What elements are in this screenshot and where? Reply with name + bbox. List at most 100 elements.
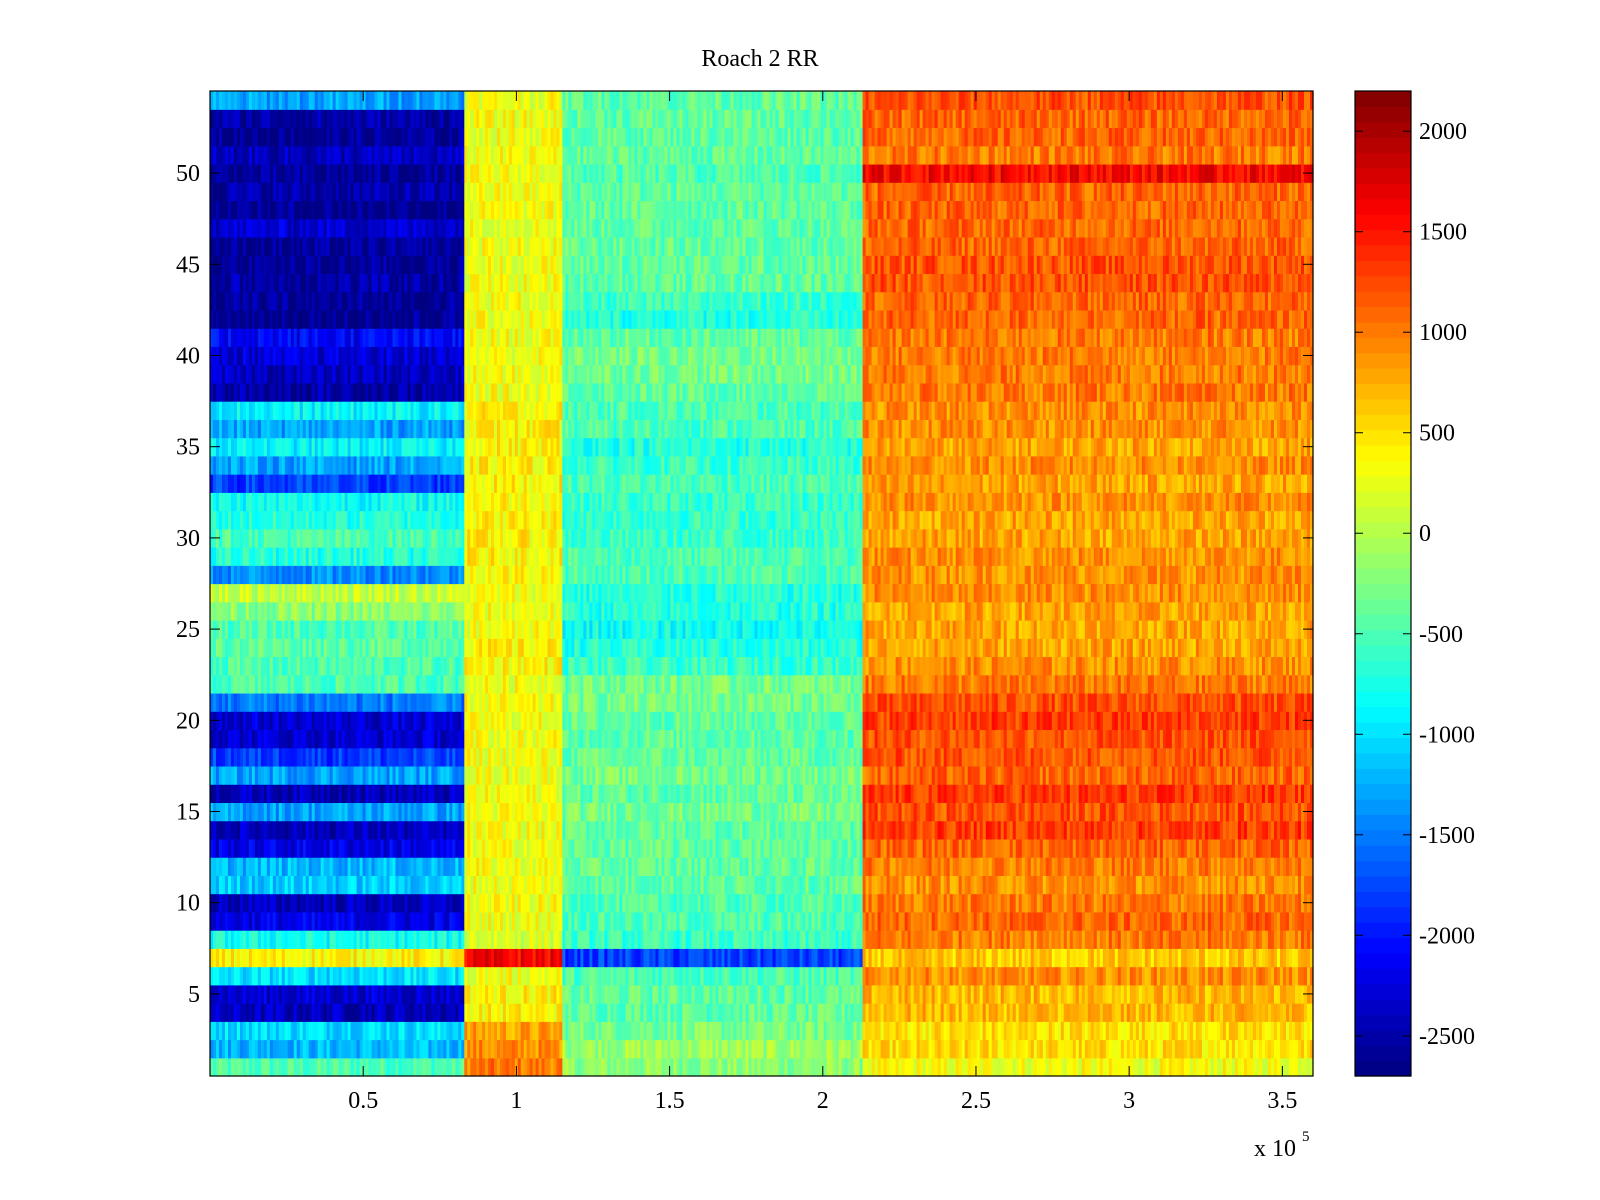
- x-axis-multiplier: x 10 5: [1254, 1129, 1310, 1162]
- heatmap-cell-row-28-segment-2: [464, 565, 563, 585]
- heatmap-cell-row-47-segment-1: [210, 218, 465, 238]
- heatmap-cell-row-14-segment-3: [562, 820, 864, 840]
- heatmap-cell-row-16-segment-4: [862, 784, 1314, 803]
- x-tick-label: 3: [1123, 1088, 1135, 1114]
- heatmap-cell-row-8-segment-3: [562, 930, 864, 949]
- heatmap-cell-row-31-segment-3: [562, 510, 864, 530]
- heatmap-cell-row-16-segment-1: [210, 784, 465, 803]
- colorbar-step: [1355, 214, 1411, 231]
- heatmap-cell-row-19-segment-4: [862, 729, 1314, 749]
- x-tick-label: 1: [510, 1088, 522, 1114]
- heatmap-cell-row-45-segment-2: [464, 255, 563, 275]
- heatmap-cell-row-37-segment-2: [464, 401, 563, 420]
- colorbar-tick-label: 500: [1419, 421, 1455, 447]
- colorbar-step: [1355, 368, 1411, 385]
- heatmap-cell-row-43-segment-4: [862, 291, 1314, 311]
- heatmap-cell-row-23-segment-4: [862, 656, 1314, 676]
- heatmap-cell-row-17-segment-2: [464, 765, 563, 785]
- heatmap-cell-row-12-segment-1: [210, 857, 465, 876]
- heatmap-cell-row-28-segment-3: [562, 565, 864, 585]
- colorbar-step: [1355, 152, 1411, 169]
- heatmap-cell-row-22-segment-4: [862, 674, 1314, 694]
- colorbar-step: [1355, 937, 1411, 954]
- heatmap-cell-row-30-segment-2: [464, 528, 563, 548]
- heatmap-cell-row-45-segment-4: [862, 255, 1314, 275]
- heatmap-cell-row-1-segment-1: [210, 1057, 465, 1077]
- heatmap-cell-row-39-segment-1: [210, 364, 465, 384]
- colorbar-step: [1355, 460, 1411, 477]
- heatmap-cell-row-9-segment-1: [210, 911, 465, 931]
- heatmap-cell-row-31-segment-4: [862, 510, 1314, 530]
- heatmap-cell-row-3-segment-1: [210, 1021, 465, 1041]
- heatmap-cell-row-42-segment-2: [464, 309, 563, 329]
- heatmap-cell-row-40-segment-1: [210, 346, 465, 366]
- heatmap-cell-row-39-segment-2: [464, 364, 563, 384]
- heatmap-cell-row-4-segment-4: [862, 1003, 1314, 1022]
- heatmap-cell-row-37-segment-1: [210, 401, 465, 420]
- colorbar-step: [1355, 1060, 1411, 1077]
- heatmap-cell-row-25-segment-1: [210, 619, 465, 639]
- heatmap-cell-row-43-segment-3: [562, 291, 864, 311]
- heatmap-cell-row-32-segment-3: [562, 492, 864, 512]
- heatmap-cell-row-41-segment-1: [210, 328, 465, 347]
- heatmap-cell-row-38-segment-3: [562, 382, 864, 402]
- colorbar-step: [1355, 1029, 1411, 1046]
- plot-area-frame: [209, 90, 1314, 1077]
- heatmap-cell-row-33-segment-1: [210, 474, 465, 493]
- heatmap-cell-row-34-segment-2: [464, 455, 563, 475]
- heatmap-cell-row-13-segment-1: [210, 838, 465, 858]
- heatmap-cell-row-7-segment-3: [562, 948, 864, 968]
- colorbar-step: [1355, 106, 1411, 123]
- heatmap-cell-row-1-segment-4: [862, 1057, 1314, 1077]
- x-tick-label: 0.5: [348, 1088, 378, 1114]
- heatmap-cell-row-13-segment-2: [464, 838, 563, 858]
- colorbar-step: [1355, 798, 1411, 815]
- heatmap-cell-row-38-segment-2: [464, 382, 563, 402]
- heatmap-cell-row-10-segment-1: [210, 893, 465, 913]
- x-tick-label: 2.5: [961, 1088, 991, 1114]
- heatmap-cell-row-23-segment-1: [210, 656, 465, 676]
- heatmap-cell-row-15-segment-1: [210, 802, 465, 822]
- colorbar-tick-label: -2000: [1419, 923, 1475, 949]
- heatmap-cell-row-47-segment-2: [464, 218, 563, 238]
- heatmap-cell-row-36-segment-4: [862, 419, 1314, 439]
- heatmap-cell-row-46-segment-1: [210, 236, 465, 256]
- colorbar-step: [1355, 91, 1411, 107]
- colorbar-step: [1355, 414, 1411, 431]
- heatmap-cell-row-22-segment-2: [464, 674, 563, 694]
- colorbar-step: [1355, 337, 1411, 354]
- heatmap-cell-row-24-segment-2: [464, 638, 563, 658]
- colorbar-step: [1355, 999, 1411, 1016]
- colorbar-axis: -2500 -2000 -1500 -1000 -500 0 500 1000 1500 2000: [1355, 119, 1475, 1050]
- heatmap-cell-row-36-segment-2: [464, 419, 563, 439]
- heatmap-cell-row-26-segment-1: [210, 601, 465, 621]
- y-tick-label: 50: [176, 161, 200, 187]
- heatmap-cell-row-6-segment-2: [464, 966, 563, 986]
- heatmap-cell-row-30-segment-3: [562, 528, 864, 548]
- heatmap-cell-row-11-segment-4: [862, 875, 1314, 895]
- colorbar-step: [1355, 829, 1411, 846]
- colorbar-step: [1355, 891, 1411, 908]
- heatmap-cell-row-42-segment-1: [210, 309, 465, 329]
- colorbar-step: [1355, 244, 1411, 261]
- colorbar-step: [1355, 922, 1411, 939]
- heatmap-cell-row-4-segment-2: [464, 1003, 563, 1022]
- colorbar-step: [1355, 229, 1411, 246]
- heatmap-cell-row-30-segment-1: [210, 528, 465, 548]
- colorbar-step: [1355, 706, 1411, 723]
- colorbar-tick-label: -500: [1419, 622, 1463, 648]
- x-tick-label: 3.5: [1267, 1088, 1297, 1114]
- heatmap-cell-row-1-segment-3: [562, 1057, 864, 1077]
- colorbar-step: [1355, 398, 1411, 415]
- colorbar-tick-label: -1000: [1419, 722, 1475, 748]
- heatmap-cell-row-34-segment-1: [210, 455, 465, 475]
- heatmap-cell-row-37-segment-3: [562, 401, 864, 420]
- y-tick-label: 35: [176, 435, 200, 461]
- heatmap-cell-row-26-segment-2: [464, 601, 563, 621]
- heatmap-cell-row-12-segment-3: [562, 857, 864, 876]
- heatmap-cell-row-6-segment-3: [562, 966, 864, 986]
- heatmap-cell-row-14-segment-1: [210, 820, 465, 840]
- heatmap-cell-row-42-segment-4: [862, 309, 1314, 329]
- colorbar-step: [1355, 291, 1411, 308]
- heatmap-cell-row-15-segment-2: [464, 802, 563, 822]
